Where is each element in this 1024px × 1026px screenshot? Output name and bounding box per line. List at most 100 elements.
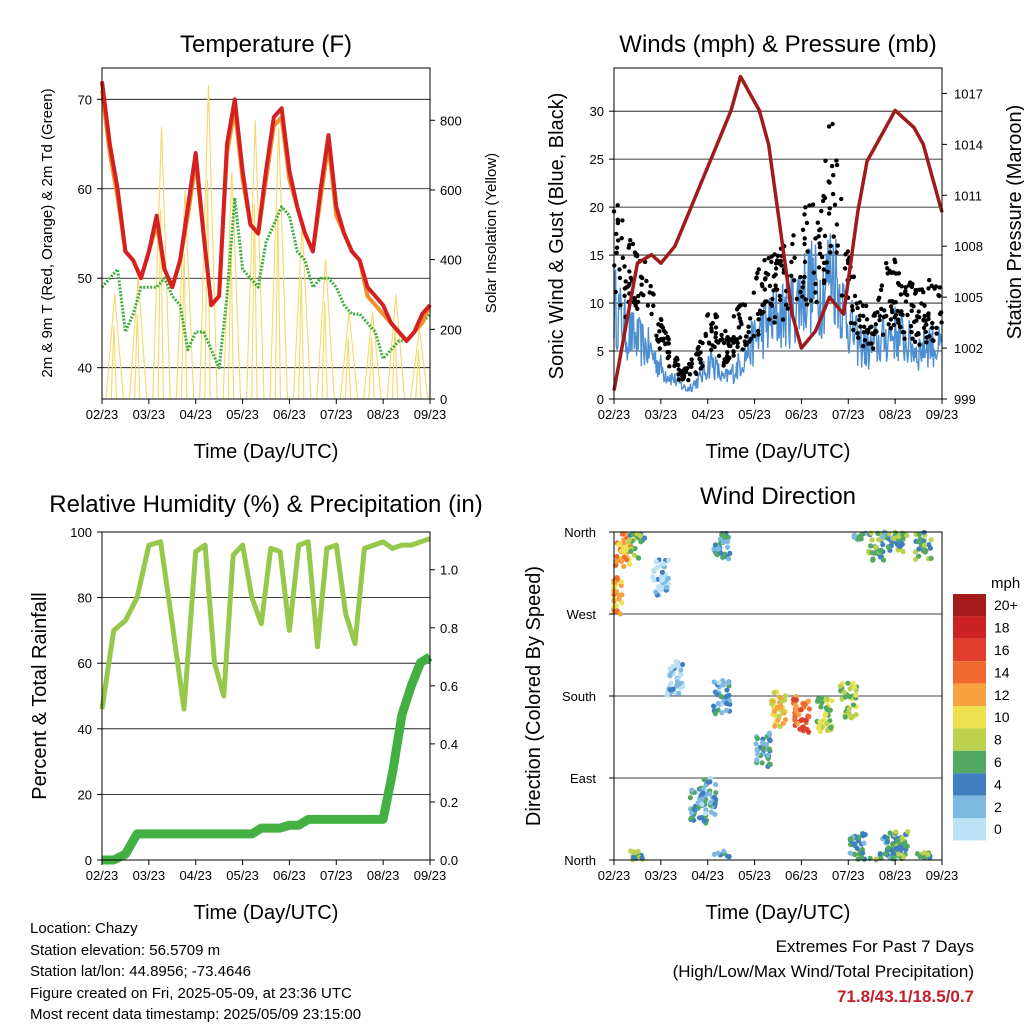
winds-plot-frame bbox=[613, 67, 943, 400]
colorbar-swatch bbox=[953, 683, 986, 706]
direction-point bbox=[621, 563, 627, 570]
direction-point bbox=[916, 531, 922, 538]
gust-point bbox=[755, 270, 760, 276]
direction-point bbox=[766, 732, 773, 738]
y-tick-label: 20 bbox=[590, 200, 604, 215]
gust-point bbox=[756, 267, 761, 272]
temp-2m-line bbox=[100, 81, 432, 343]
colorbar-swatch bbox=[953, 706, 986, 729]
gust-point bbox=[632, 295, 637, 301]
direction-point bbox=[900, 854, 907, 860]
gust-point bbox=[698, 350, 703, 355]
direction-point bbox=[815, 696, 822, 702]
y-tick-label: 70 bbox=[78, 92, 92, 107]
gust-point bbox=[791, 233, 796, 238]
direction-point bbox=[708, 800, 714, 806]
x-tick-label: 05/23 bbox=[738, 868, 771, 883]
gust-point bbox=[802, 241, 807, 247]
direction-point bbox=[822, 712, 828, 719]
gust-point bbox=[767, 283, 773, 289]
x-tick-label: 09/23 bbox=[414, 868, 447, 883]
pressure-y-ticks: 999 1002 1005 1008 1011 1014 1017 bbox=[942, 86, 983, 407]
direction-point bbox=[824, 696, 830, 702]
x-tick-label: 08/23 bbox=[367, 407, 400, 422]
gust-point bbox=[850, 308, 855, 313]
direction-point bbox=[882, 530, 889, 536]
direction-point bbox=[798, 707, 804, 713]
x-tick-label: 02/23 bbox=[86, 868, 119, 883]
gust-point bbox=[851, 327, 856, 333]
x-tick-label: 04/23 bbox=[179, 868, 212, 883]
direction-point bbox=[726, 854, 732, 860]
y-tick-label: 0 bbox=[597, 392, 604, 407]
direction-point bbox=[688, 810, 695, 816]
y2-tick-label: 1005 bbox=[954, 290, 983, 305]
y-tick-label: 40 bbox=[78, 361, 92, 376]
gust-point bbox=[619, 236, 624, 241]
pressure-series bbox=[612, 74, 944, 391]
gust-point bbox=[686, 377, 691, 383]
direction-point bbox=[900, 536, 906, 542]
direction-panel: Wind Direction North East South West North 0… bbox=[523, 483, 1020, 924]
gust-point bbox=[827, 180, 832, 185]
gust-point bbox=[655, 337, 661, 343]
gust-point bbox=[902, 336, 907, 341]
y-tick-label: 25 bbox=[590, 152, 604, 167]
y2-tick-label: 0.8 bbox=[440, 621, 458, 636]
gust-point bbox=[731, 340, 736, 345]
temperature-x-ticks: 02/23 03/23 04/23 05/23 06/23 07/23 08/23 09/23 bbox=[86, 399, 446, 422]
gust-point bbox=[886, 322, 891, 327]
direction-point bbox=[900, 531, 906, 538]
gust-point bbox=[869, 341, 874, 346]
y-tick-label: 10 bbox=[590, 296, 604, 311]
gust-point bbox=[780, 317, 786, 322]
colorbar-label: 14 bbox=[994, 664, 1010, 680]
gust-point bbox=[687, 361, 692, 367]
colorbar-label: 0 bbox=[994, 821, 1002, 837]
direction-point bbox=[842, 714, 848, 720]
extremes-title: Extremes For Past 7 Days bbox=[775, 937, 974, 956]
y-tick-label: North bbox=[564, 853, 596, 868]
gust-point bbox=[839, 293, 845, 298]
gust-point bbox=[654, 333, 659, 338]
x-tick-label: 06/23 bbox=[785, 407, 818, 422]
direction-point bbox=[727, 550, 733, 557]
humidity-x-ticks: 02/23 03/23 04/23 05/23 06/23 07/23 08/23 09/23 bbox=[86, 860, 447, 883]
gust-point bbox=[651, 303, 656, 308]
colorbar-label: 12 bbox=[994, 687, 1010, 703]
gust-point bbox=[856, 335, 861, 340]
direction-point bbox=[806, 706, 813, 712]
gust-point bbox=[909, 329, 914, 335]
y2-tick-label: 1008 bbox=[954, 239, 983, 254]
solar-y-axis-label: Solar Insolation (Yellow) bbox=[483, 153, 500, 313]
gust-point bbox=[910, 281, 915, 287]
gust-point bbox=[622, 293, 627, 298]
gust-point bbox=[716, 340, 721, 345]
gust-point bbox=[871, 332, 877, 337]
direction-point bbox=[621, 540, 627, 546]
winds-title: Winds (mph) & Pressure (mb) bbox=[619, 31, 936, 58]
gust-point bbox=[895, 308, 900, 314]
gust-point bbox=[829, 163, 835, 169]
gust-point bbox=[821, 193, 826, 199]
gust-point bbox=[800, 294, 805, 299]
gust-point bbox=[925, 312, 931, 317]
direction-point bbox=[619, 600, 625, 606]
direction-point bbox=[665, 575, 671, 582]
direction-point bbox=[673, 659, 680, 665]
direction-point bbox=[796, 712, 802, 718]
direction-point bbox=[847, 836, 853, 842]
y-tick-label: North bbox=[564, 525, 596, 540]
gust-point bbox=[800, 285, 805, 290]
gust-point bbox=[915, 331, 921, 336]
direction-point bbox=[841, 689, 847, 696]
x-tick-label: 05/23 bbox=[226, 868, 259, 883]
gust-point bbox=[742, 303, 748, 308]
gust-point bbox=[939, 310, 944, 315]
gust-point bbox=[713, 325, 719, 330]
direction-point bbox=[766, 761, 773, 767]
direction-point bbox=[824, 727, 831, 734]
gust-point bbox=[849, 304, 855, 309]
gust-point bbox=[647, 290, 652, 295]
gust-point bbox=[737, 316, 742, 321]
